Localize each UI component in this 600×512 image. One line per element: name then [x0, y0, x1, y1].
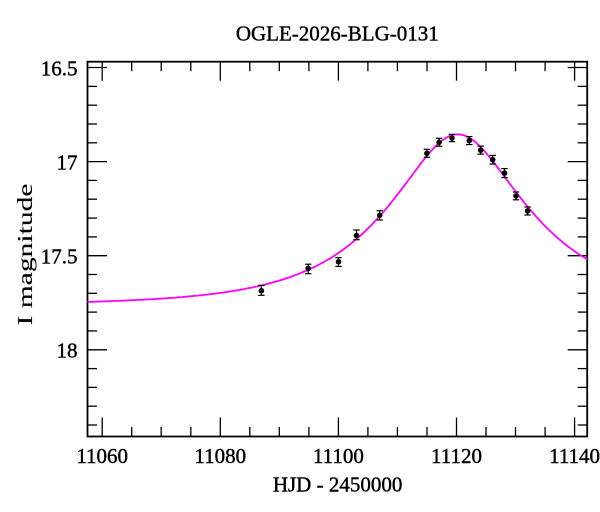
svg-text:11080: 11080 — [194, 444, 246, 468]
svg-text:I magnitude: I magnitude — [13, 184, 37, 326]
svg-text:11060: 11060 — [76, 444, 128, 468]
svg-text:11140: 11140 — [549, 444, 600, 468]
svg-text:HJD - 2450000: HJD - 2450000 — [273, 473, 403, 497]
svg-text:11100: 11100 — [313, 444, 364, 468]
svg-text:11120: 11120 — [431, 444, 482, 468]
svg-text:17.5: 17.5 — [41, 245, 78, 269]
svg-text:OGLE-2026-BLG-0131: OGLE-2026-BLG-0131 — [236, 22, 439, 46]
svg-text:18: 18 — [57, 339, 78, 363]
svg-text:17: 17 — [57, 151, 78, 175]
svg-text:16.5: 16.5 — [41, 57, 78, 81]
